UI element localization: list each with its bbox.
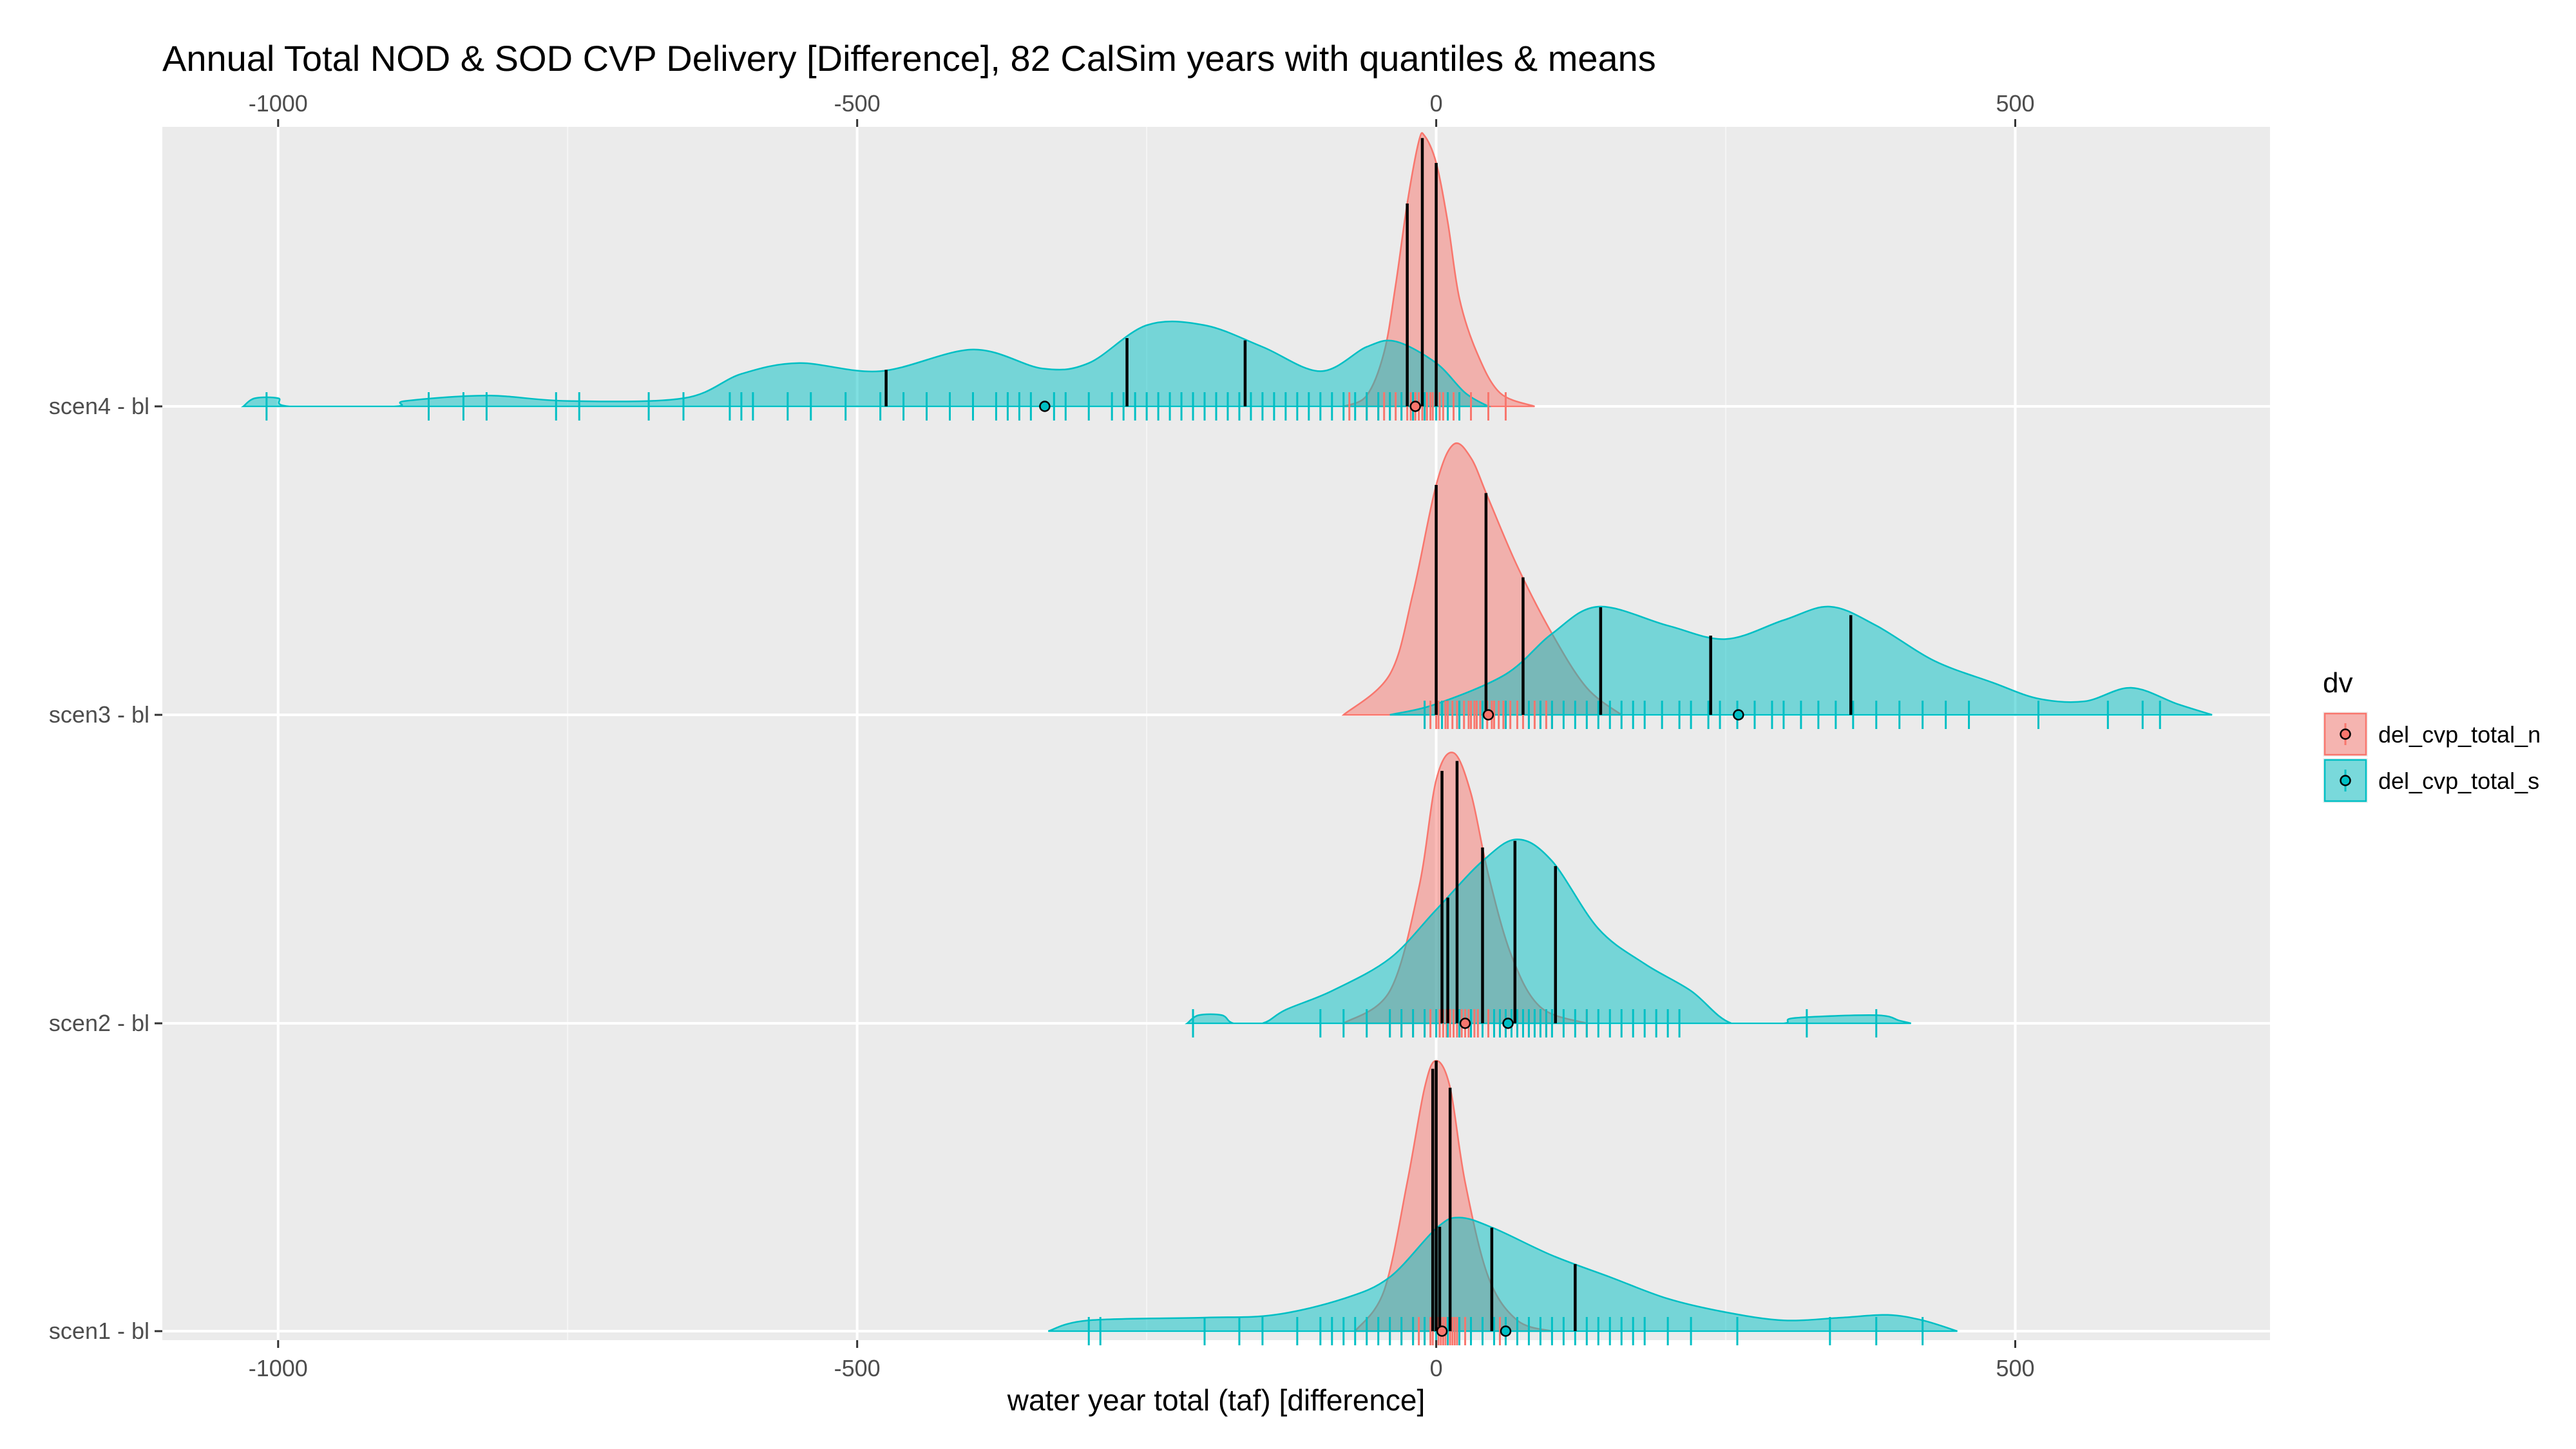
x-tick-label-top-0: -1000 (249, 90, 308, 117)
mean-del_cvp_total_n-0 (1409, 401, 1421, 412)
mean-del_cvp_total_s-3 (1500, 1325, 1512, 1337)
x-tick-label-top-3: 500 (1996, 90, 2034, 117)
legend-mean-0 (2340, 728, 2351, 740)
legend: dv del_cvp_total_n del_cvp_total_s (2323, 667, 2541, 803)
mean-del_cvp_total_n-1 (1482, 709, 1494, 721)
axes: -1000 -1000 -500 -500 0 0 500 500 scen4 - bl scen… (49, 90, 2035, 1381)
y-tick-label-3: scen1 - bl (49, 1318, 149, 1344)
mean-del_cvp_total_s-1 (1733, 709, 1744, 721)
mean-layer (1039, 401, 1744, 1337)
density-layer (240, 132, 2213, 1332)
legend-mean-1 (2340, 775, 2351, 786)
density-del_cvp_total_s-1 (1389, 605, 2213, 716)
x-tick-label-bottom-3: 500 (1996, 1355, 2034, 1381)
y-tick-label-1: scen3 - bl (49, 701, 149, 728)
density-del_cvp_total_s-3 (1047, 1217, 1958, 1332)
mean-del_cvp_total_s-2 (1502, 1018, 1514, 1029)
y-tick-label-0: scen4 - bl (49, 393, 149, 419)
x-tick-label-bottom-1: -500 (834, 1355, 881, 1381)
legend-label-1: del_cvp_total_s (2378, 768, 2539, 794)
x-axis-title: water year total (taf) [difference] (1007, 1383, 1426, 1417)
x-tick-label-top-1: -500 (834, 90, 881, 117)
mean-del_cvp_total_n-2 (1459, 1018, 1471, 1029)
mean-del_cvp_total_n-3 (1436, 1325, 1448, 1337)
chart-title: Annual Total NOD & SOD CVP Delivery [Dif… (162, 38, 1656, 79)
y-tick-label-2: scen2 - bl (49, 1010, 149, 1036)
plot-panel (162, 127, 2270, 1340)
x-tick-label-bottom-0: -1000 (249, 1355, 308, 1381)
x-tick-label-top-2: 0 (1430, 90, 1443, 117)
quantile-layer (884, 138, 1853, 1331)
legend-title: dv (2323, 667, 2352, 699)
legend-label-0: del_cvp_total_n (2378, 721, 2541, 748)
x-tick-label-bottom-2: 0 (1430, 1355, 1443, 1381)
density-del_cvp_total_s-2 (1185, 838, 1911, 1025)
mean-del_cvp_total_s-0 (1039, 401, 1051, 412)
